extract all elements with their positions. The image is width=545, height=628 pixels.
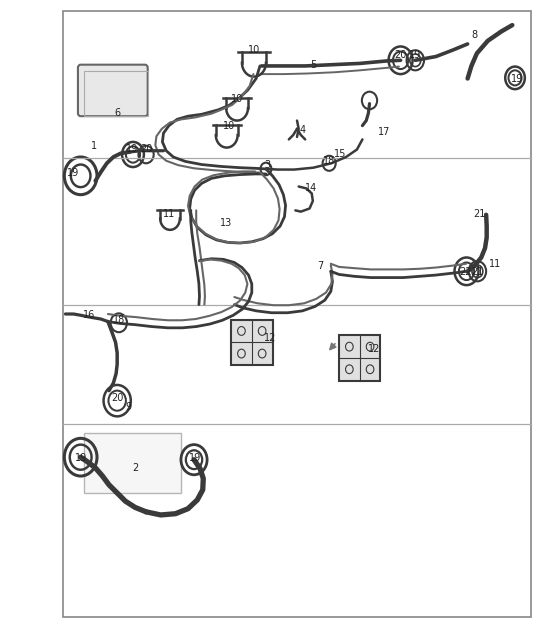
Bar <box>84 433 181 493</box>
Text: 8: 8 <box>471 30 477 40</box>
Text: 7: 7 <box>317 261 323 271</box>
Text: 16: 16 <box>83 310 95 320</box>
FancyBboxPatch shape <box>78 65 148 116</box>
Text: 10: 10 <box>223 121 235 131</box>
Text: 19: 19 <box>189 453 201 463</box>
Text: 11: 11 <box>489 259 501 269</box>
Text: 6: 6 <box>114 108 120 118</box>
Text: 20: 20 <box>140 144 152 154</box>
Text: 12: 12 <box>368 344 380 354</box>
Text: 12: 12 <box>264 333 276 343</box>
Text: 1: 1 <box>91 141 98 151</box>
Text: 18: 18 <box>323 156 335 166</box>
Bar <box>63 11 531 617</box>
Text: 19: 19 <box>126 144 138 154</box>
Text: 11: 11 <box>163 208 175 219</box>
Text: 10: 10 <box>248 45 260 55</box>
Text: 3: 3 <box>264 160 270 170</box>
Text: 19: 19 <box>409 50 421 60</box>
Text: 19: 19 <box>68 168 80 178</box>
Text: 14: 14 <box>305 183 317 193</box>
Bar <box>339 335 380 381</box>
Text: 2: 2 <box>132 463 138 473</box>
Text: 20: 20 <box>395 50 407 60</box>
Text: 4: 4 <box>299 125 306 135</box>
Text: 22: 22 <box>460 267 472 277</box>
Text: 13: 13 <box>220 218 232 228</box>
Bar <box>84 71 148 116</box>
Text: 17: 17 <box>378 127 390 137</box>
Text: 5: 5 <box>310 60 317 70</box>
Text: 9: 9 <box>125 402 131 412</box>
Text: 19: 19 <box>511 73 523 84</box>
Text: 10: 10 <box>231 94 243 104</box>
Text: 19: 19 <box>75 453 87 463</box>
Text: 18: 18 <box>113 315 125 325</box>
Text: 21: 21 <box>474 208 486 219</box>
Text: 21: 21 <box>471 267 483 277</box>
Bar <box>231 320 272 365</box>
Text: 15: 15 <box>334 149 346 159</box>
Text: 20: 20 <box>111 392 123 403</box>
